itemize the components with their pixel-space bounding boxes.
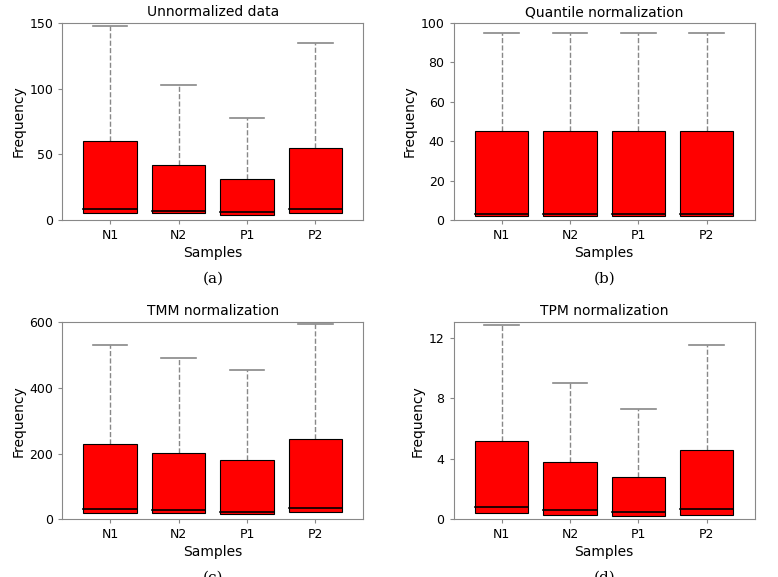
Y-axis label: Frequency: Frequency	[411, 385, 425, 457]
Bar	[83, 444, 137, 513]
Text: (a): (a)	[202, 271, 223, 285]
Bar	[475, 440, 528, 513]
Bar	[220, 179, 274, 215]
X-axis label: Samples: Samples	[574, 545, 634, 560]
Bar	[289, 439, 342, 512]
X-axis label: Samples: Samples	[183, 545, 243, 560]
Bar	[289, 148, 342, 213]
Bar	[680, 449, 734, 515]
Bar	[543, 462, 597, 515]
Title: Quantile normalization: Quantile normalization	[525, 5, 683, 19]
Text: (c): (c)	[202, 571, 223, 577]
Bar	[152, 165, 205, 213]
Y-axis label: Frequency: Frequency	[11, 385, 25, 457]
Y-axis label: Frequency: Frequency	[11, 85, 25, 158]
Title: TMM normalization: TMM normalization	[147, 305, 279, 319]
Bar	[612, 132, 665, 216]
Bar	[543, 132, 597, 216]
Bar	[612, 477, 665, 516]
Bar	[83, 141, 137, 213]
Y-axis label: Frequency: Frequency	[402, 85, 416, 158]
Bar	[152, 453, 205, 514]
Bar	[220, 459, 274, 514]
Text: (b): (b)	[594, 271, 615, 285]
Text: (d): (d)	[594, 571, 615, 577]
X-axis label: Samples: Samples	[574, 246, 634, 260]
Title: TPM normalization: TPM normalization	[540, 305, 668, 319]
Title: Unnormalized data: Unnormalized data	[146, 5, 279, 19]
Bar	[680, 132, 734, 216]
Bar	[475, 132, 528, 216]
X-axis label: Samples: Samples	[183, 246, 243, 260]
